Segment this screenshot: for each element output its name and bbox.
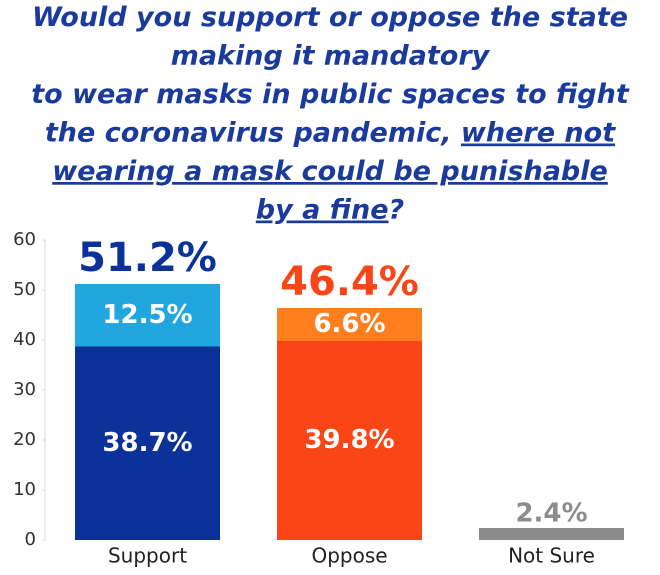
y-tick-label: 40 <box>13 329 36 350</box>
bar-segment <box>75 346 220 540</box>
title-segment: Would you support or oppose the state <box>32 2 628 33</box>
title-line: making it mandatory <box>171 40 491 71</box>
x-tick-label: Not Sure <box>508 544 595 568</box>
y-tick-label: 60 <box>13 229 36 250</box>
y-tick-label: 30 <box>13 379 36 400</box>
data-label: 12.5% <box>102 300 192 330</box>
x-tick-label: Oppose <box>311 544 387 568</box>
total-label: 51.2% <box>78 235 217 281</box>
title-line: to wear masks in public spaces to fight <box>31 79 630 110</box>
x-tick-label: Support <box>108 544 187 568</box>
y-tick-label: 0 <box>25 529 36 550</box>
title-segment: to wear masks in public spaces to fight <box>31 79 630 110</box>
title-segment: the coronavirus pandemic, <box>45 117 461 148</box>
title-segment: ? <box>389 194 405 225</box>
bar-segment <box>75 284 220 347</box>
data-label: 6.6% <box>313 309 385 339</box>
y-tick-label: 10 <box>13 479 36 500</box>
title-segment: wearing a mask could be punishable <box>52 156 608 187</box>
data-label: 38.7% <box>102 428 192 458</box>
total-label: 46.4% <box>280 259 419 305</box>
title-segment: by a fine <box>256 194 389 225</box>
title-line: wearing a mask could be punishable <box>52 156 608 187</box>
title-line: the coronavirus pandemic, where not <box>45 117 616 148</box>
title-segment: where not <box>461 117 616 148</box>
bar-segment <box>277 308 422 341</box>
bar-segment <box>479 528 624 540</box>
bar-segment <box>277 341 422 540</box>
y-tick-label: 50 <box>13 279 36 300</box>
data-label: 39.8% <box>304 425 394 455</box>
title-line: Would you support or oppose the state <box>32 2 628 33</box>
title-line: by a fine? <box>256 194 404 225</box>
title-segment: making it mandatory <box>171 40 491 71</box>
data-label: 2.4% <box>515 499 587 529</box>
y-tick-label: 20 <box>13 429 36 450</box>
